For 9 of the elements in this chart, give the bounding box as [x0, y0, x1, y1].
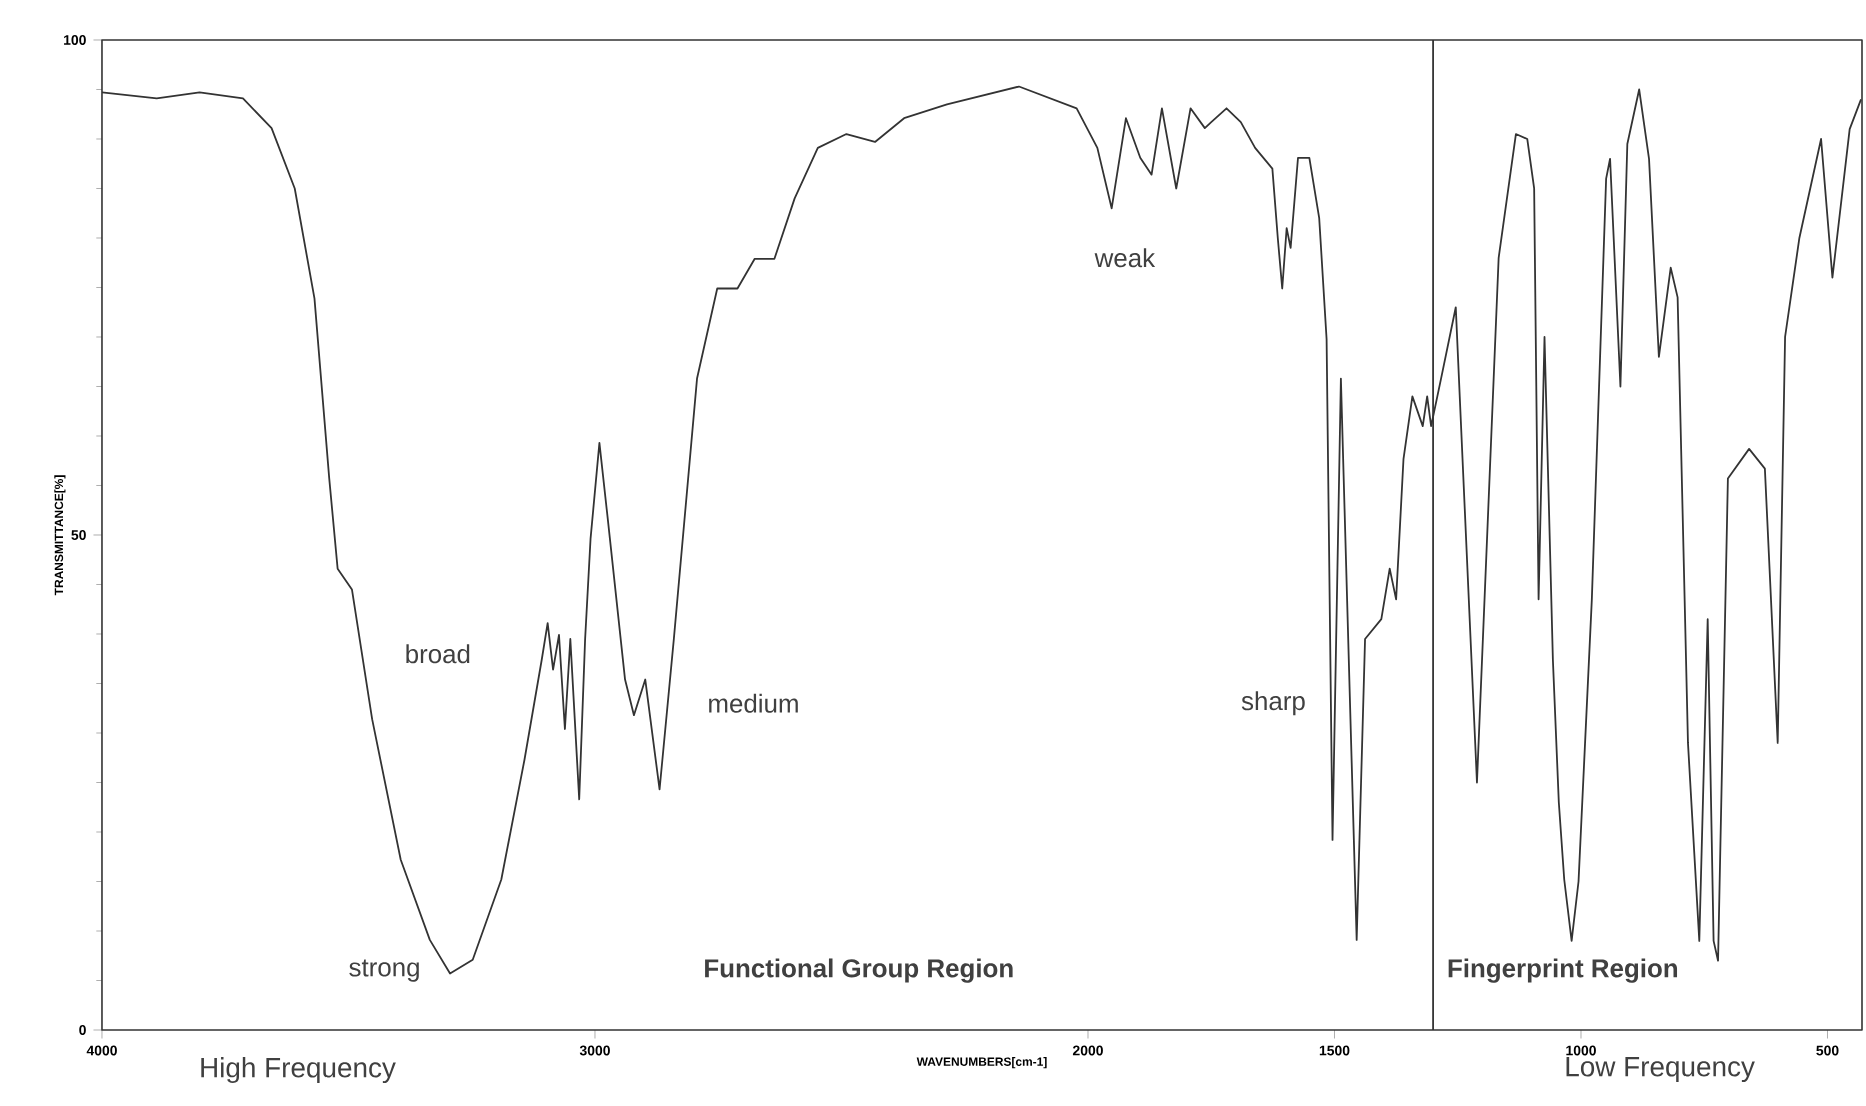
text: Low Frequency — [1566, 1057, 1755, 1083]
annotation: Fingerprint Region — [1448, 958, 1678, 983]
annotation: weak — [1094, 248, 1156, 268]
text: High Frequency — [201, 1057, 396, 1084]
annotation: strong — [349, 959, 419, 982]
annotation: broad — [406, 644, 470, 664]
annotation: sharp — [1241, 691, 1305, 716]
annotation: medium — [709, 693, 798, 713]
annotation: Functional Group Region — [705, 958, 1013, 983]
